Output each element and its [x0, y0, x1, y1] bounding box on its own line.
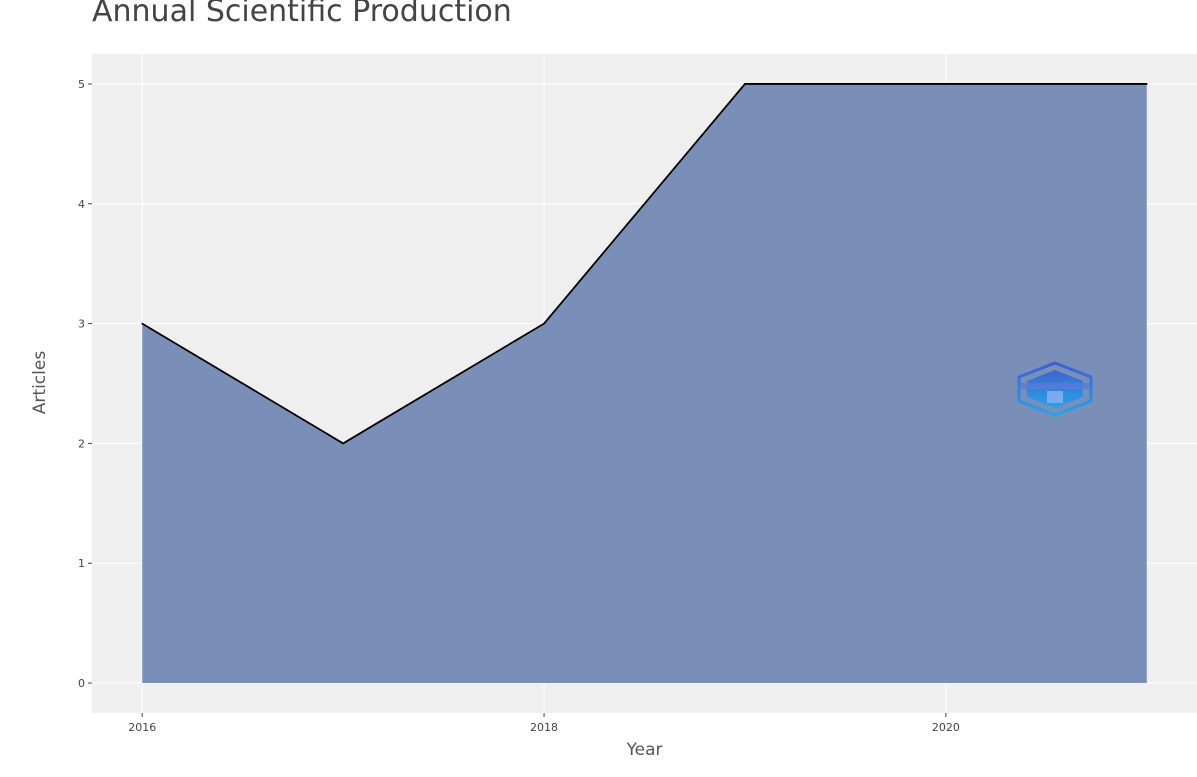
y-tick-label: 1 [78, 557, 85, 570]
y-tick-label: 2 [78, 437, 85, 450]
y-tick-label: 0 [78, 677, 85, 690]
data-point [945, 83, 947, 85]
data-point [1145, 83, 1148, 85]
x-axis-title: Year [626, 740, 663, 760]
data-point [141, 322, 144, 325]
x-tick-label: 2020 [932, 721, 960, 734]
data-point [543, 322, 545, 325]
y-tick-label: 4 [78, 198, 85, 211]
data-point [342, 442, 344, 445]
y-tick-label: 3 [78, 318, 85, 331]
data-point [744, 83, 746, 85]
x-tick-label: 2016 [128, 721, 156, 734]
area-series-fill [142, 83, 1147, 684]
axis-ticks: 0 1 2 3 4 5 2016 2018 2020 [78, 78, 1148, 734]
bibliometrix-logo-icon [1017, 361, 1093, 417]
chart-title: Annual Scientific Production [92, 0, 512, 29]
y-tick-label: 5 [78, 78, 85, 91]
y-axis-title: Articles [30, 351, 50, 415]
area-series-line [141, 83, 1147, 445]
x-tick-label: 2018 [530, 721, 558, 734]
